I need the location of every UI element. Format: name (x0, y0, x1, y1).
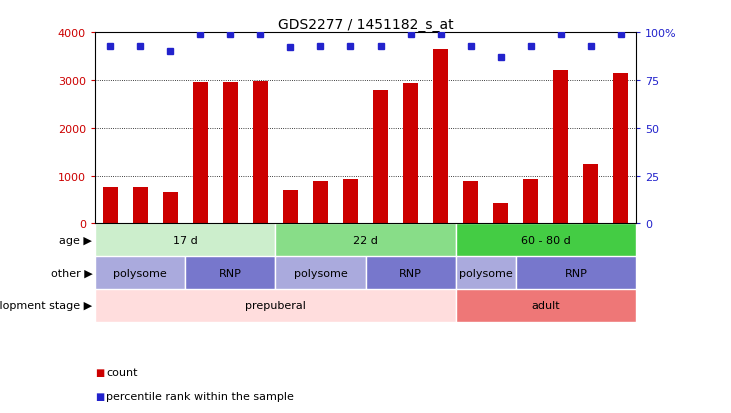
Bar (463, 182, 478, 224)
Bar (523, 180, 538, 224)
Text: 17 d: 17 d (173, 235, 197, 245)
Bar (583, 164, 599, 224)
Bar (276, 256, 366, 290)
Text: RNP: RNP (564, 268, 587, 278)
Bar (276, 224, 455, 256)
Bar (253, 82, 268, 224)
Bar (516, 256, 636, 290)
Text: count: count (106, 367, 137, 377)
Bar (223, 83, 238, 224)
Text: RNP: RNP (219, 268, 242, 278)
Text: polysome: polysome (459, 268, 512, 278)
Text: prepuberal: prepuberal (245, 301, 306, 311)
Bar (95, 256, 185, 290)
Bar (162, 193, 178, 224)
Bar (185, 256, 276, 290)
Text: polysome: polysome (113, 268, 167, 278)
Bar (455, 256, 516, 290)
Title: GDS2277 / 1451182_s_at: GDS2277 / 1451182_s_at (278, 18, 453, 32)
Text: polysome: polysome (294, 268, 347, 278)
Bar (455, 290, 636, 322)
Bar (433, 50, 448, 224)
Bar (193, 83, 208, 224)
Bar (493, 204, 508, 224)
Bar (553, 71, 569, 224)
Bar (313, 182, 328, 224)
Bar (283, 190, 298, 224)
Text: 22 d: 22 d (353, 235, 378, 245)
Bar (343, 180, 358, 224)
Bar (95, 290, 455, 322)
Bar (132, 188, 148, 224)
Bar (373, 91, 388, 224)
Bar (95, 224, 276, 256)
Bar (613, 74, 629, 224)
Text: 60 - 80 d: 60 - 80 d (521, 235, 571, 245)
Text: RNP: RNP (399, 268, 422, 278)
Text: ■: ■ (95, 367, 105, 377)
Text: age ▶: age ▶ (59, 235, 92, 245)
Bar (102, 188, 118, 224)
Bar (455, 224, 636, 256)
Text: percentile rank within the sample: percentile rank within the sample (106, 392, 294, 401)
Text: development stage ▶: development stage ▶ (0, 301, 92, 311)
Text: adult: adult (531, 301, 560, 311)
Text: ■: ■ (95, 392, 105, 401)
Bar (366, 256, 455, 290)
Bar (403, 83, 418, 224)
Text: other ▶: other ▶ (50, 268, 92, 278)
